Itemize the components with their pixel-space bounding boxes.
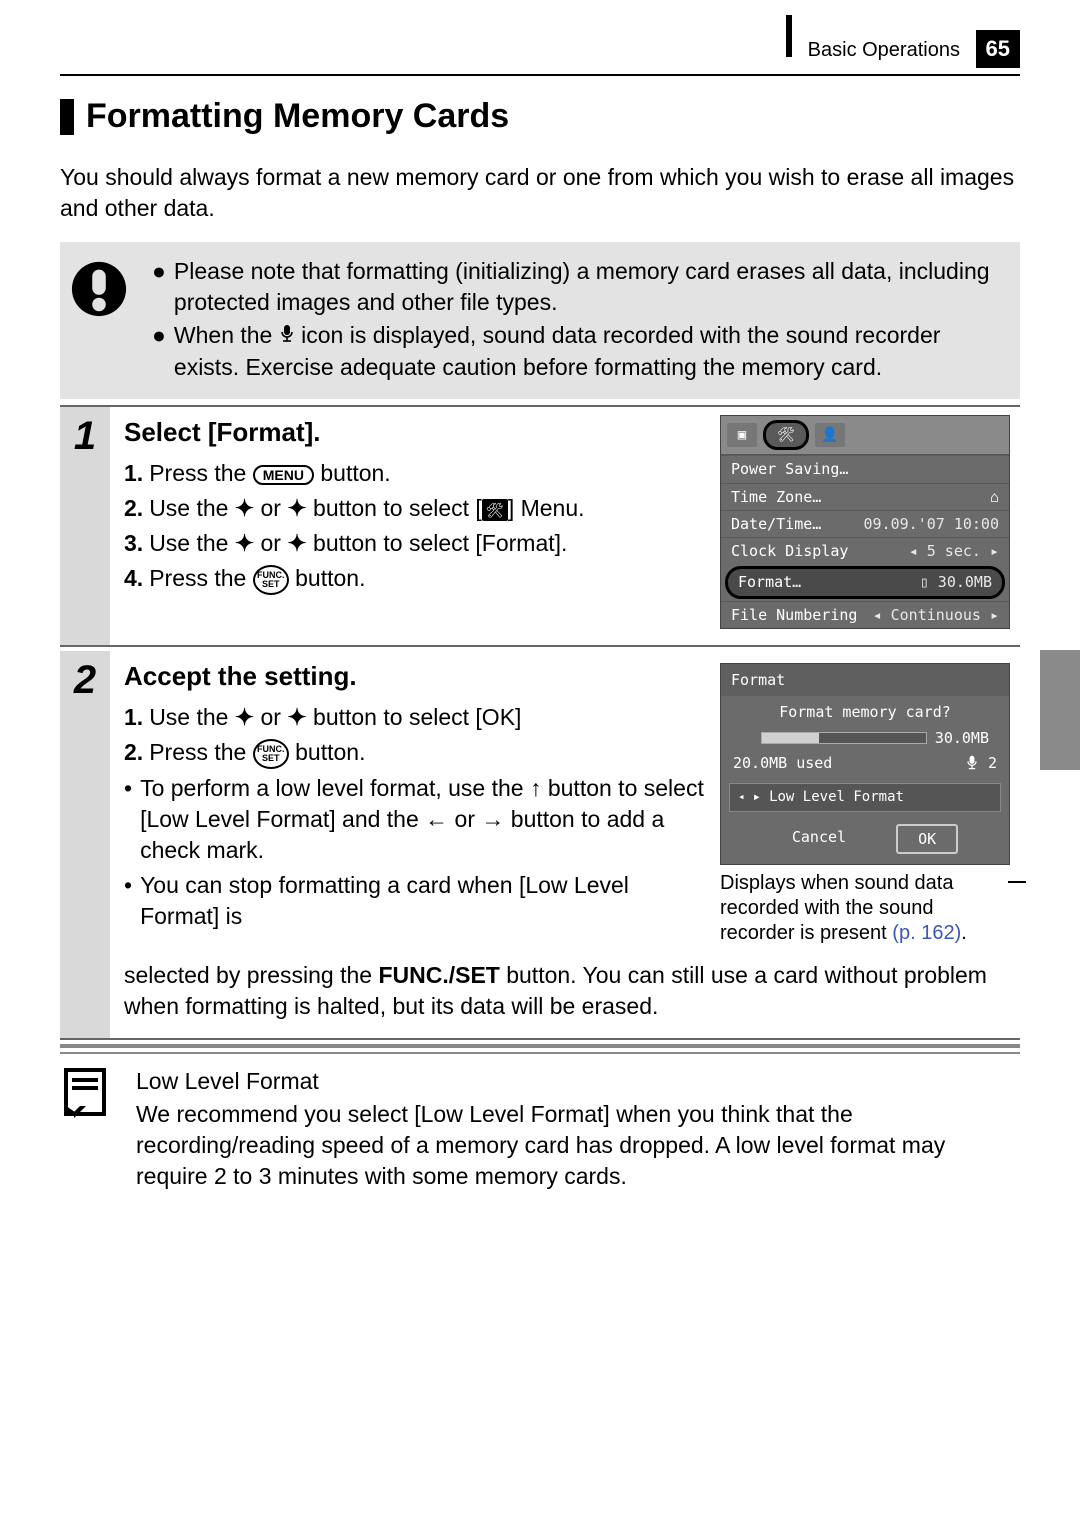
tools-tab-icon: 🛠 <box>763 420 809 450</box>
separator <box>60 1044 1020 1054</box>
left-arrow-icon: ✦ <box>235 495 254 521</box>
format-dialog-screenshot: Format Format memory card? 30.0MB 20.0MB… <box>720 663 1010 865</box>
step-title: Accept the setting. <box>124 659 706 694</box>
low-level-format-row: ◂ ▸ Low Level Format <box>729 783 1001 812</box>
bullet-llf: To perform a low level format, use the ↑… <box>140 773 706 866</box>
camera-tab-icon: ▣ <box>727 423 757 447</box>
right-arrow-icon: ✦ <box>287 495 306 521</box>
func-set-button-icon: FUNC.SET <box>253 739 289 769</box>
down-arrow-icon: ✦ <box>287 530 306 556</box>
step-1: 1 Select [Format]. 1. Press the MENU but… <box>60 405 1020 647</box>
mic-icon <box>279 321 295 352</box>
page-title: Formatting Memory Cards <box>86 94 509 140</box>
people-tab-icon: 👤 <box>815 423 845 447</box>
total-size: 30.0MB <box>935 728 989 748</box>
mic-indicator: 2 <box>965 753 997 773</box>
page-ref-link[interactable]: (p. 162) <box>892 922 961 944</box>
caution-icon <box>64 256 134 386</box>
step-number: 2 <box>60 651 110 1038</box>
step-2: 2 Accept the setting. 1. Use the ✦ or ✦ … <box>60 651 1020 1040</box>
camera-menu-screenshot: ▣ 🛠 👤 Power Saving… Time Zone…⌂ Date/Tim… <box>720 415 1010 629</box>
caution-item-2: When the icon is displayed, sound data r… <box>174 320 1006 383</box>
format-row-highlight: Format…▯ 30.0MB <box>725 566 1005 598</box>
tools-menu-icon: 🛠 <box>482 499 508 521</box>
usage-bar <box>761 732 927 744</box>
menu-button-icon: MENU <box>253 465 314 485</box>
section-name: Basic Operations <box>808 39 960 61</box>
dialog-title: Format <box>721 664 1009 696</box>
note-body: We recommend you select [Low Level Forma… <box>136 1099 1020 1192</box>
side-tab <box>1040 650 1080 770</box>
bullet-stop: You can stop formatting a card when [Low… <box>140 870 706 932</box>
step2-continuation: selected by pressing the FUNC./SET butto… <box>124 960 1020 1022</box>
note-box: Low Level Format We recommend you select… <box>60 1066 1020 1192</box>
dialog-question: Format memory card? <box>721 696 1009 728</box>
caution-box: ● Please note that formatting (initializ… <box>60 242 1020 400</box>
ok-button: OK <box>896 824 958 854</box>
caption: Displays when sound data recorded with t… <box>720 871 1020 946</box>
up-arrow-icon: ✦ <box>235 530 254 556</box>
step-title: Select [Format]. <box>124 415 706 450</box>
page-header: Basic Operations 65 <box>60 30 1020 76</box>
right-arrow-icon: ✦ <box>287 704 306 730</box>
title-bar <box>60 99 74 135</box>
step-number: 1 <box>60 407 110 645</box>
left-arrow-icon: ✦ <box>235 704 254 730</box>
func-set-button-icon: FUNC.SET <box>253 565 289 595</box>
note-icon <box>60 1066 118 1192</box>
cancel-button: Cancel <box>772 824 866 854</box>
intro-text: You should always format a new memory ca… <box>60 162 1020 224</box>
used-size: 20.0MB used <box>733 753 832 773</box>
caution-item-1: Please note that formatting (initializin… <box>174 256 1006 318</box>
page-number: 65 <box>976 30 1020 68</box>
note-title: Low Level Format <box>136 1066 1020 1097</box>
